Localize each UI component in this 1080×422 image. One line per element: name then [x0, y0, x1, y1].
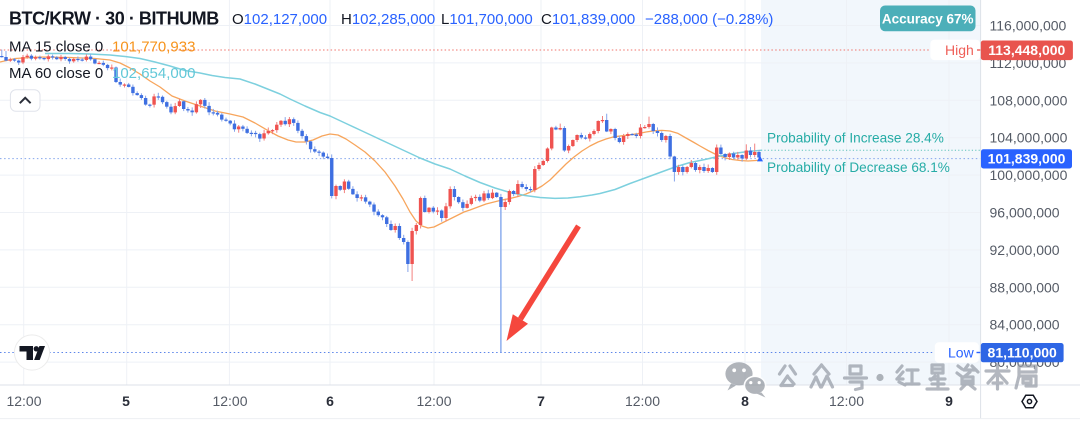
svg-text:81,110,000: 81,110,000 — [988, 344, 1058, 360]
svg-text:12:00: 12:00 — [6, 393, 41, 409]
svg-text:113,448,000: 113,448,000 — [988, 42, 1065, 58]
svg-text:92,000,000: 92,000,000 — [990, 242, 1060, 258]
svg-text:−288,000 (−0.28%): −288,000 (−0.28%) — [645, 11, 773, 28]
svg-text:108,000,000: 108,000,000 — [990, 92, 1068, 108]
svg-text:L101,700,000: L101,700,000 — [441, 11, 533, 28]
svg-text:12:00: 12:00 — [625, 393, 660, 409]
svg-text:101,839,000: 101,839,000 — [988, 151, 1066, 167]
svg-text:MA 60 close 0: MA 60 close 0 — [9, 65, 103, 82]
svg-text:12:00: 12:00 — [212, 393, 247, 409]
svg-text:9: 9 — [945, 393, 953, 409]
svg-text:7: 7 — [537, 393, 545, 409]
svg-text:6: 6 — [326, 393, 334, 409]
svg-text:C101,839,000: C101,839,000 — [541, 11, 635, 28]
svg-text:Probability of Decrease 68.1%: Probability of Decrease 68.1% — [767, 160, 950, 175]
svg-text:BTC/KRW · 30 · BITHUMB: BTC/KRW · 30 · BITHUMB — [9, 9, 219, 29]
svg-text:High: High — [945, 42, 974, 58]
svg-text:H102,285,000: H102,285,000 — [341, 11, 435, 28]
svg-text:116,000,000: 116,000,000 — [990, 18, 1067, 34]
svg-text:Accuracy 67%: Accuracy 67% — [882, 12, 974, 27]
svg-text:88,000,000: 88,000,000 — [990, 279, 1060, 295]
svg-text:84,000,000: 84,000,000 — [990, 317, 1060, 333]
svg-text:8: 8 — [741, 393, 749, 409]
svg-text:96,000,000: 96,000,000 — [990, 205, 1060, 221]
svg-text:12:00: 12:00 — [416, 393, 451, 409]
svg-text:O102,127,000: O102,127,000 — [232, 11, 327, 28]
svg-text:101,770,933: 101,770,933 — [112, 39, 195, 56]
svg-text:102,654,000: 102,654,000 — [112, 65, 195, 82]
svg-text:Probability of Increase 28.4%: Probability of Increase 28.4% — [767, 131, 944, 146]
svg-text:100,000,000: 100,000,000 — [990, 167, 1068, 183]
svg-text:5: 5 — [122, 393, 130, 409]
svg-text:104,000,000: 104,000,000 — [990, 130, 1068, 146]
svg-text:MA 15 close 0: MA 15 close 0 — [9, 39, 103, 56]
svg-text:Low: Low — [948, 345, 975, 361]
svg-text:12:00: 12:00 — [829, 393, 864, 409]
